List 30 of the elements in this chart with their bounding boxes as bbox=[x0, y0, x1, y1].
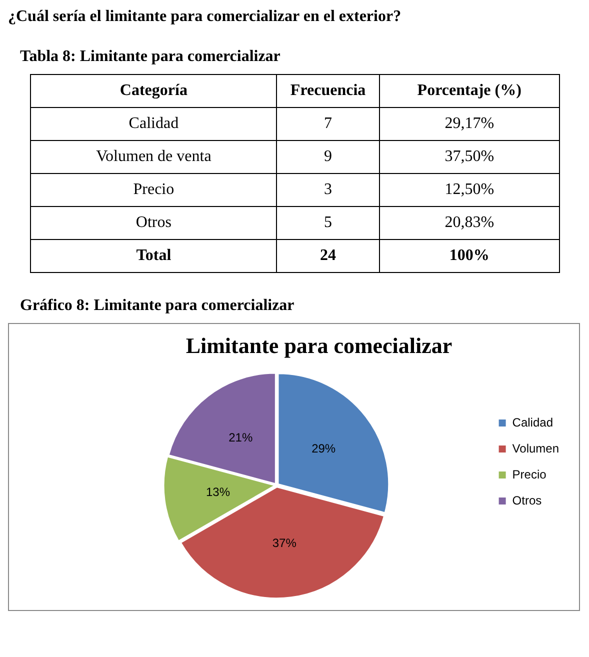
text: Precio bbox=[30, 174, 277, 206]
data-label: 13% bbox=[206, 485, 230, 500]
text: Calidad bbox=[30, 108, 277, 140]
text: Total bbox=[30, 240, 277, 272]
text: 29,17% bbox=[379, 108, 560, 140]
legend-label: Calidad bbox=[512, 415, 554, 430]
text: 9 bbox=[276, 140, 380, 174]
text: Otros bbox=[30, 206, 277, 240]
legend-label: Otros bbox=[512, 493, 542, 508]
chart-title: Limitante para comecializar bbox=[186, 332, 452, 358]
text: 12,50% bbox=[379, 174, 560, 206]
text: 7 bbox=[276, 108, 380, 140]
text: Frecuencia bbox=[276, 74, 380, 108]
data-label: 29% bbox=[312, 442, 336, 456]
legend-label: Volumen bbox=[512, 441, 560, 456]
text: Tabla 8: Limitante para comercializar bbox=[20, 48, 282, 66]
data-label: 37% bbox=[272, 536, 297, 550]
text: 20,83% bbox=[379, 206, 560, 240]
text: 37,50% bbox=[379, 140, 560, 174]
text: 100% bbox=[379, 240, 560, 272]
text: Categoría bbox=[30, 74, 277, 108]
text: ¿Cuál sería el limitante para comercializar en el exterior? bbox=[8, 8, 402, 26]
text: Porcentaje (%) bbox=[379, 74, 560, 108]
data-label: 21% bbox=[228, 430, 253, 445]
text: 5 bbox=[276, 206, 380, 240]
text: 24 bbox=[276, 240, 380, 272]
text: 3 bbox=[276, 174, 380, 206]
text: Gráfico 8: Limitante para comercializar bbox=[20, 297, 296, 315]
text: Volumen de venta bbox=[30, 140, 277, 174]
legend-label: Precio bbox=[512, 467, 547, 482]
